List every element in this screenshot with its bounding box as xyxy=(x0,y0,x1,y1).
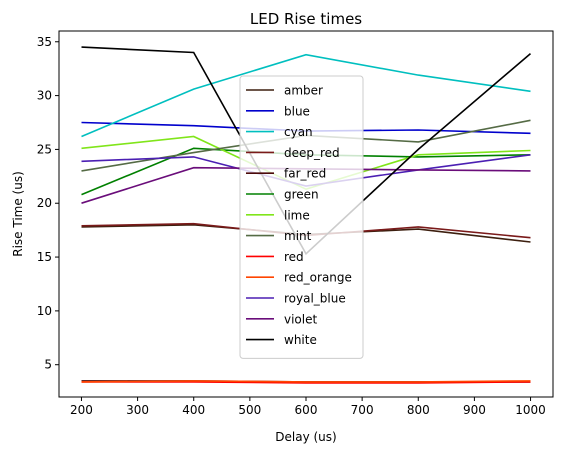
legend-label: cyan xyxy=(284,125,313,139)
legend-label: mint xyxy=(284,229,312,243)
legend-label: royal_blue xyxy=(284,292,346,306)
legend-label: deep_red xyxy=(284,146,340,160)
legend-label: red xyxy=(284,250,304,264)
legend-label: blue xyxy=(284,104,310,118)
x-axis-label: Delay (us) xyxy=(275,430,336,444)
legend-box xyxy=(239,75,364,359)
y-tick-label: 10 xyxy=(37,304,52,318)
plot-frame xyxy=(58,30,554,398)
x-tick-label: 500 xyxy=(238,403,261,417)
x-tick-label: 1000 xyxy=(515,403,546,417)
y-tick-label: 30 xyxy=(37,89,52,103)
legend-label: lime xyxy=(284,208,310,222)
chart-title: LED Rise times xyxy=(250,10,362,28)
y-tick-label: 25 xyxy=(37,142,52,156)
series-line-cyan xyxy=(81,53,531,138)
y-axis-label: Rise Time (us) xyxy=(11,171,25,257)
y-tick-label: 35 xyxy=(37,35,52,49)
y-tick-label: 20 xyxy=(37,196,52,210)
axis-ticks: 200 300 400 500 600 700 800 900 1000 5 10 15 20 25 30 3… xyxy=(37,35,546,417)
y-tick-label: 15 xyxy=(37,250,52,264)
x-tick-label: 700 xyxy=(351,403,374,417)
legend-label: red_orange xyxy=(284,271,352,285)
legend-label: far_red xyxy=(284,167,326,181)
x-tick-label: 800 xyxy=(407,403,430,417)
x-tick-label: 200 xyxy=(70,403,93,417)
series-line-red-orange xyxy=(81,380,531,383)
x-tick-label: 600 xyxy=(295,403,318,417)
legend-label: amber xyxy=(284,84,323,98)
x-tick-label: 900 xyxy=(463,403,486,417)
legend-label: white xyxy=(284,333,317,347)
x-tick-label: 400 xyxy=(182,403,205,417)
legend-label: violet xyxy=(284,312,317,326)
x-tick-label: 300 xyxy=(126,403,149,417)
legend-label: green xyxy=(284,188,319,202)
y-tick-label: 5 xyxy=(44,358,52,372)
